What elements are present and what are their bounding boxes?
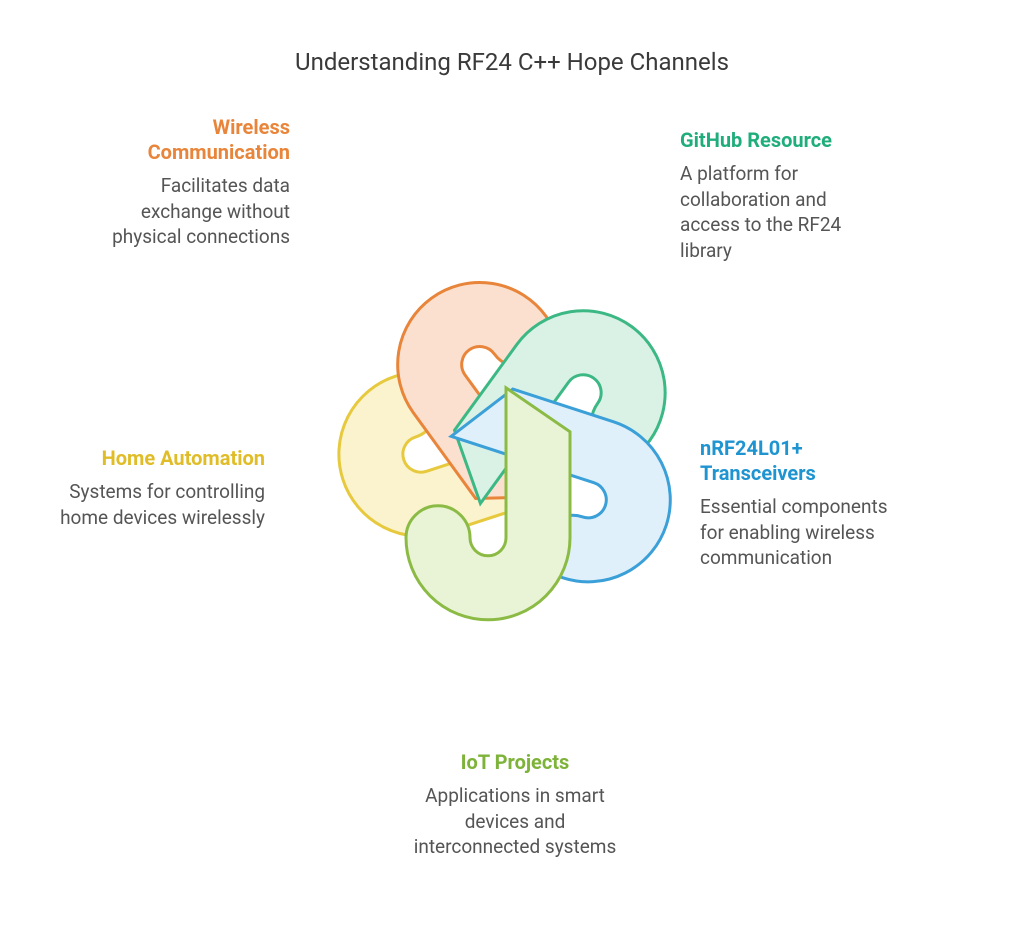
knot-svg [282,219,742,679]
label-iot: IoT Projects Applications in smart devic… [400,750,630,860]
label-home: Home Automation Systems for controlling … [55,446,265,530]
label-nrf24-title: nRF24L01+ Transceivers [700,436,910,486]
label-iot-title: IoT Projects [400,750,630,775]
label-iot-desc: Applications in smart devices and interc… [400,783,630,860]
diagram-title: Understanding RF24 C++ Hope Channels [0,48,1024,76]
knot-diagram [282,219,742,683]
label-github: GitHub Resource A platform for collabora… [680,128,890,264]
label-wireless-title: Wireless Communication [80,115,290,165]
label-home-desc: Systems for controlling home devices wir… [55,479,265,530]
label-wireless-desc: Facilitates data exchange without physic… [80,173,290,250]
knot-group [318,249,698,619]
label-nrf24: nRF24L01+ Transceivers Essential compone… [700,436,910,571]
label-home-title: Home Automation [55,446,265,471]
label-github-title: GitHub Resource [680,128,890,153]
label-nrf24-desc: Essential components for enabling wirele… [700,494,910,571]
label-github-desc: A platform for collaboration and access … [680,161,890,264]
label-wireless: Wireless Communication Facilitates data … [80,115,290,250]
